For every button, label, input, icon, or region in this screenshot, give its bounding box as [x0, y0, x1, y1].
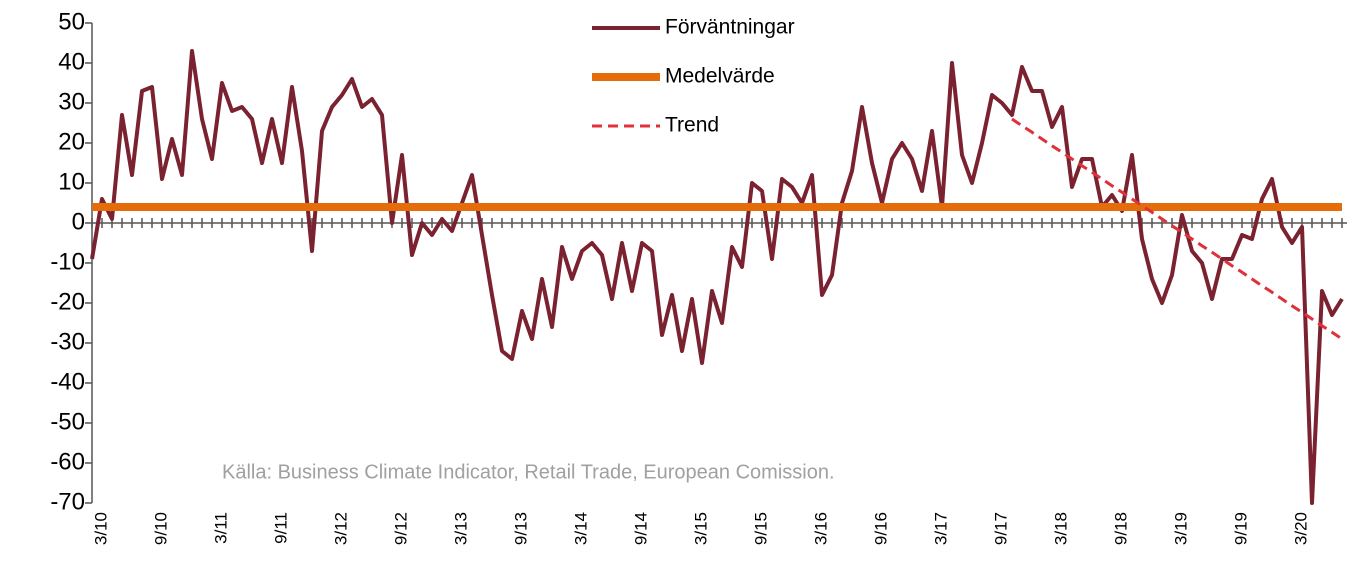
y-tick-label: -10	[50, 248, 85, 275]
x-tick-label: 9/19	[1231, 512, 1250, 545]
y-tick-label: 20	[58, 128, 85, 155]
x-tick-label: 9/11	[271, 512, 290, 544]
legend-label: Medelvärde	[665, 65, 775, 88]
x-tick-label: 9/12	[391, 512, 410, 545]
x-tick-label: 9/16	[871, 512, 890, 545]
x-tick-label: 3/12	[331, 512, 350, 545]
y-tick-label: -70	[50, 488, 85, 515]
x-tick-label: 3/16	[811, 512, 830, 545]
x-tick-label: 3/15	[691, 512, 710, 545]
x-tick-label: 9/15	[751, 512, 770, 545]
x-tick-label: 9/10	[151, 512, 170, 545]
x-tick-label: 3/13	[451, 512, 470, 545]
y-tick-label: 10	[58, 168, 85, 195]
y-tick-label: -60	[50, 448, 85, 475]
y-tick-label: -20	[50, 288, 85, 315]
y-tick-label: 40	[58, 48, 85, 75]
x-tick-label: 3/14	[571, 512, 590, 545]
y-tick-label: -40	[50, 368, 85, 395]
source-note: Källa: Business Climate Indicator, Retai…	[222, 461, 835, 483]
y-tick-label: 50	[58, 8, 85, 35]
x-tick-label: 3/20	[1291, 512, 1310, 545]
y-tick-label: 0	[72, 208, 85, 235]
x-tick-label: 3/19	[1171, 512, 1190, 545]
y-tick-label: -30	[50, 328, 85, 355]
x-tick-label: 9/18	[1111, 512, 1130, 545]
x-tick-label: 3/18	[1051, 512, 1070, 545]
y-tick-label: -50	[50, 408, 85, 435]
x-tick-label: 3/11	[211, 512, 230, 544]
legend-label: Trend	[665, 114, 719, 137]
x-tick-label: 3/10	[91, 512, 110, 545]
series-line	[1011, 117, 1343, 341]
x-tick-label: 9/14	[631, 512, 650, 545]
x-tick-label: 9/13	[511, 512, 530, 545]
series-line	[90, 49, 1344, 505]
x-tick-label: 9/17	[991, 512, 1010, 545]
legend-label: Förväntningar	[665, 16, 795, 39]
y-tick-label: 30	[58, 88, 85, 115]
x-tick-label: 3/17	[931, 512, 950, 545]
